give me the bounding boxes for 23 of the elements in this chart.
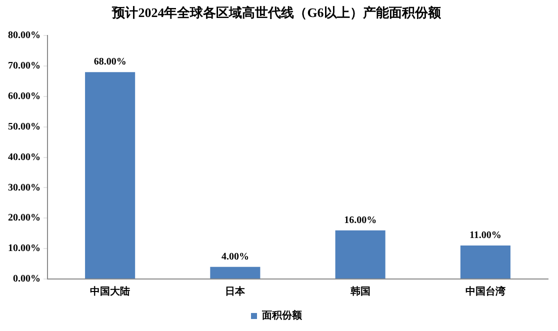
data-label: 4.00% (221, 251, 249, 262)
bar (460, 246, 510, 278)
x-tick-label: 中国大陆 (90, 286, 130, 298)
x-tick-label: 日本 (225, 286, 246, 298)
bar (85, 72, 136, 278)
y-tick-label: 20.00% (8, 212, 40, 224)
y-tick-label: 0.00% (13, 274, 40, 285)
chart-title: 预计2024年全球各区域高世代线（G6以上）产能面积份额 (111, 5, 442, 20)
legend-label: 面积份额 (261, 310, 303, 322)
bar (210, 266, 260, 278)
y-tick-label: 10.00% (8, 243, 40, 254)
y-tick-label: 30.00% (8, 182, 40, 194)
y-tick-label: 50.00% (8, 121, 40, 132)
data-label: 11.00% (469, 230, 502, 242)
data-label: 16.00% (344, 214, 377, 226)
y-tick-label: 40.00% (8, 152, 40, 163)
y-tick-label: 60.00% (8, 91, 40, 102)
x-tick-label: 中国台湾 (465, 286, 506, 298)
data-label: 68.00% (94, 56, 126, 68)
y-tick-label: 70.00% (8, 60, 40, 72)
bar (335, 230, 386, 278)
y-tick-label: 80.00% (8, 30, 40, 42)
x-tick-label: 韩国 (349, 286, 370, 298)
